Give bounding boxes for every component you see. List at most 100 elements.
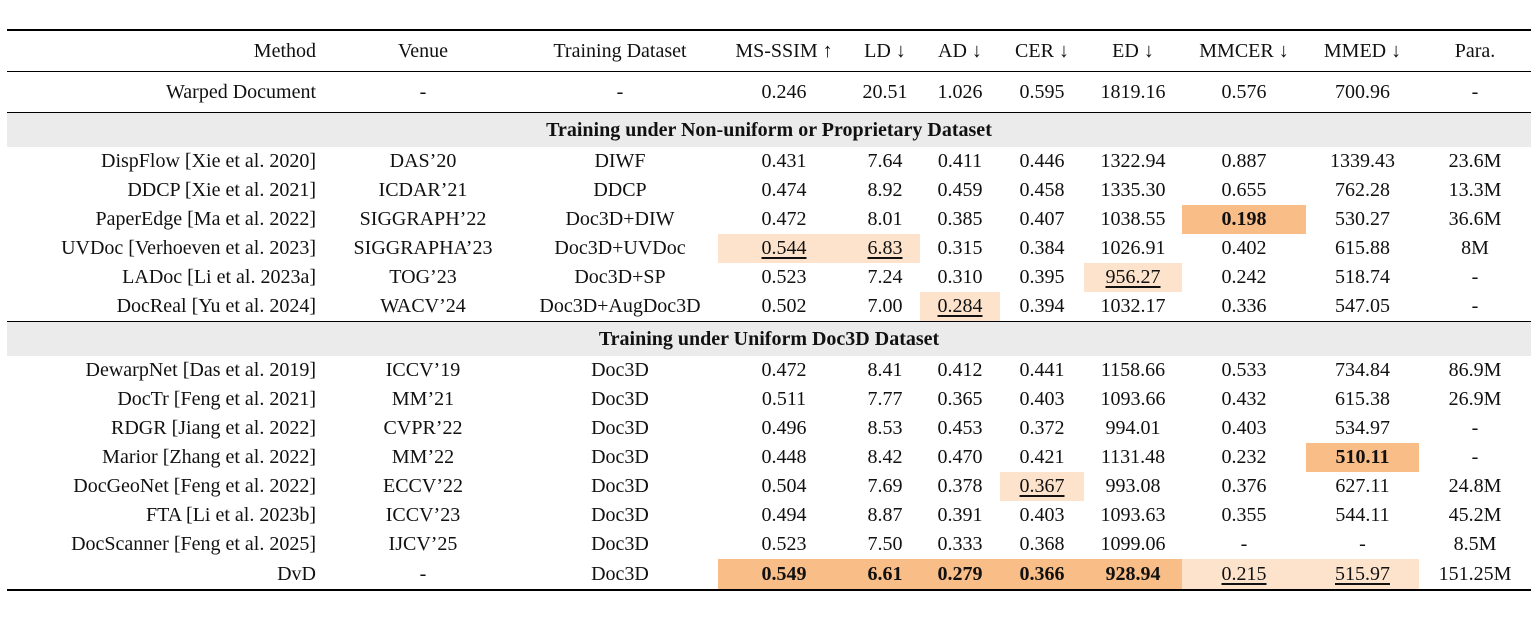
- col-header-mmed: MMED ↓: [1323, 40, 1402, 62]
- cell-ad: 0.365: [937, 388, 983, 410]
- cell-training-dataset: Doc3D: [591, 475, 649, 497]
- cell-method: DocReal [Yu et al. 2024]: [116, 295, 316, 317]
- cell-mmcer: 0.232: [1221, 446, 1267, 468]
- cell-mmed: 534.97: [1335, 417, 1390, 439]
- cell-venue: TOG’23: [389, 266, 457, 288]
- cell-cer: 0.366: [1000, 559, 1084, 590]
- cell-ad: 0.470: [937, 446, 983, 468]
- cell-method: Marior [Zhang et al. 2022]: [102, 446, 316, 468]
- cell-venue: ICCV’19: [385, 359, 461, 381]
- cell-mmed: 615.88: [1335, 237, 1390, 259]
- cell-training-dataset: Doc3D: [591, 446, 649, 468]
- section-header-row: Training under Uniform Doc3D Dataset: [7, 321, 1531, 356]
- cell-mmcer: 0.403: [1221, 417, 1267, 439]
- results-table-container: Method Venue Training Dataset MS-SSIM ↑ …: [7, 29, 1531, 591]
- cell-cer: 0.403: [1019, 388, 1065, 410]
- cell-venue: ICCV’23: [385, 504, 461, 526]
- col-header-params: Para.: [1454, 40, 1496, 62]
- cell-ed: 1099.06: [1100, 533, 1166, 555]
- table-row: LADoc [Li et al. 2023a] TOG’23 Doc3D+SP 0.5…: [7, 263, 1531, 292]
- cell-training-dataset: Doc3D+SP: [574, 266, 666, 288]
- cell-ed: 993.08: [1105, 475, 1161, 497]
- table-row: DDCP [Xie et al. 2021] ICDAR’21 DDCP 0.474 8…: [7, 176, 1531, 205]
- cell-venue: -: [419, 563, 427, 585]
- col-header-ms-ssim: MS-SSIM ↑: [735, 40, 833, 62]
- cell-mmcer: 0.198: [1182, 205, 1306, 234]
- table-row: DocReal [Yu et al. 2024] WACV’24 Doc3D+Aug…: [7, 292, 1531, 322]
- col-header-ld: LD ↓: [864, 40, 906, 62]
- cell-ld: 7.69: [867, 475, 903, 497]
- cell-params: 26.9M: [1448, 388, 1502, 410]
- cell-method: UVDoc [Verhoeven et al. 2023]: [61, 237, 316, 259]
- second-best-value: 515.97: [1335, 563, 1390, 585]
- cell-ad: 0.315: [937, 237, 983, 259]
- cell-ld: 7.24: [867, 266, 903, 288]
- cell-params: 24.8M: [1448, 475, 1502, 497]
- cell-venue: -: [419, 81, 427, 103]
- cell-mmed: 544.11: [1335, 504, 1390, 526]
- cell-method: DvD: [277, 563, 316, 585]
- cell-ld: 7.64: [867, 150, 903, 172]
- cell-mmed: 515.97: [1306, 559, 1419, 590]
- cell-mmcer: 0.402: [1221, 237, 1267, 259]
- cell-ad: 0.412: [937, 359, 983, 381]
- cell-method: LADoc [Li et al. 2023a]: [122, 266, 316, 288]
- cell-ms-ssim: 0.448: [761, 446, 807, 468]
- cell-mmcer: 0.355: [1221, 504, 1267, 526]
- second-best-value: 0.367: [1019, 475, 1065, 497]
- cell-training-dataset: Doc3D+UVDoc: [554, 237, 686, 259]
- cell-ad: 0.378: [937, 475, 983, 497]
- cell-params: 36.6M: [1448, 208, 1502, 230]
- second-best-value: 0.544: [761, 237, 807, 259]
- cell-ms-ssim: 0.502: [761, 295, 807, 317]
- cell-params: 8M: [1461, 237, 1489, 259]
- cell-ms-ssim: 0.246: [761, 81, 807, 103]
- cell-ld: 7.00: [867, 295, 903, 317]
- cell-params: 151.25M: [1438, 563, 1512, 585]
- cell-cer: 0.458: [1019, 179, 1065, 201]
- cell-ms-ssim: 0.504: [761, 475, 807, 497]
- cell-mmed: 700.96: [1335, 81, 1390, 103]
- cell-cer: 0.421: [1019, 446, 1065, 468]
- cell-mmed: 615.38: [1335, 388, 1390, 410]
- cell-ed: 1026.91: [1100, 237, 1166, 259]
- cell-cer: 0.368: [1019, 533, 1065, 555]
- cell-training-dataset: Doc3D: [591, 359, 649, 381]
- cell-venue: MM’22: [391, 446, 455, 468]
- cell-method: DewarpNet [Das et al. 2019]: [85, 359, 316, 381]
- cell-ld: 8.87: [867, 504, 903, 526]
- cell-cer: 0.395: [1019, 266, 1065, 288]
- cell-cer: 0.403: [1019, 504, 1065, 526]
- cell-mmed: 547.05: [1335, 295, 1390, 317]
- cell-ld: 8.53: [867, 417, 903, 439]
- cell-ld: 20.51: [862, 81, 908, 103]
- cell-venue: WACV’24: [380, 295, 466, 317]
- cell-training-dataset: -: [616, 81, 624, 103]
- cell-ad: 0.385: [937, 208, 983, 230]
- cell-cer: 0.407: [1019, 208, 1065, 230]
- cell-ld: 7.77: [867, 388, 903, 410]
- table-row: DewarpNet [Das et al. 2019] ICCV’19 Doc3D 0…: [7, 356, 1531, 385]
- cell-mmcer: -: [1240, 533, 1248, 555]
- section-header-row: Training under Non-uniform or Proprietar…: [7, 112, 1531, 147]
- cell-ed: 1335.30: [1100, 179, 1166, 201]
- cell-cer: 0.372: [1019, 417, 1065, 439]
- cell-method: Warped Document: [166, 81, 316, 103]
- cell-ms-ssim: 0.431: [761, 150, 807, 172]
- cell-venue: SIGGRAPH’22: [359, 208, 487, 230]
- table-row: DocScanner [Feng et al. 2025] IJCV’25 Doc3…: [7, 530, 1531, 559]
- cell-ed: 994.01: [1105, 417, 1161, 439]
- cell-ms-ssim: 0.523: [761, 533, 807, 555]
- cell-mmed: 510.11: [1306, 443, 1419, 472]
- cell-mmed: 530.27: [1335, 208, 1390, 230]
- cell-mmcer: 0.533: [1221, 359, 1267, 381]
- cell-mmed: -: [1359, 533, 1366, 555]
- cell-venue: ICDAR’21: [378, 179, 468, 201]
- cell-ad: 0.279: [920, 559, 1000, 590]
- table-row: UVDoc [Verhoeven et al. 2023] SIGGRAPHA’2…: [7, 234, 1531, 263]
- baseline-row: Warped Document - - 0.246 20.51 1.026 0.…: [7, 71, 1531, 113]
- cell-ms-ssim: 0.474: [761, 179, 807, 201]
- cell-ms-ssim: 0.472: [761, 208, 807, 230]
- second-best-value: 956.27: [1105, 266, 1161, 288]
- cell-method: DocScanner [Feng et al. 2025]: [71, 533, 316, 555]
